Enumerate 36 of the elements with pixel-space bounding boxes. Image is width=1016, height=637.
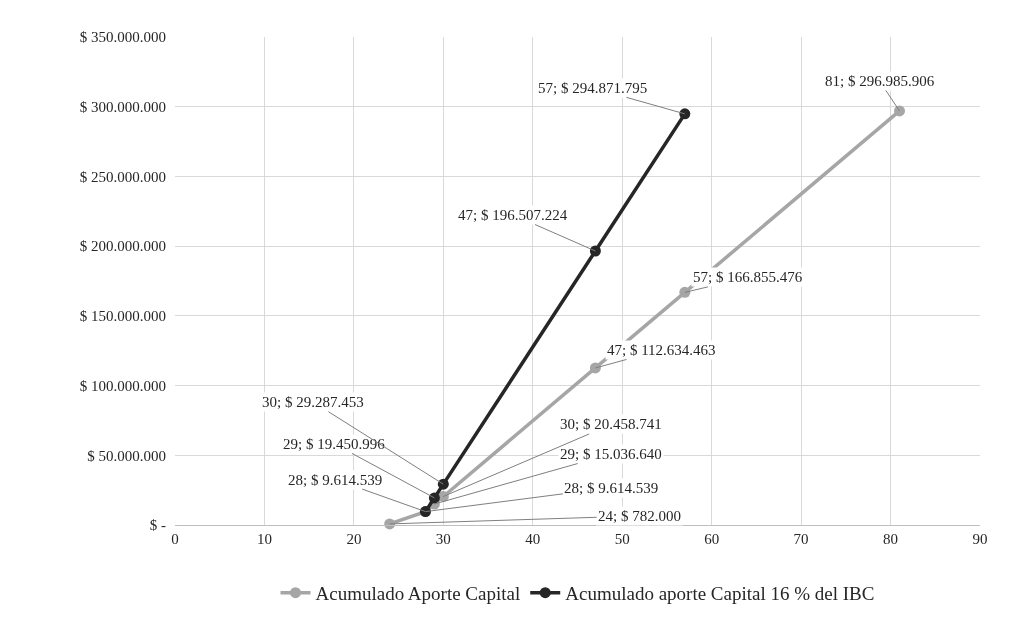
x-tick-label: 10 — [256, 531, 272, 547]
point — [437, 478, 449, 490]
x-tick-label: 20 — [346, 531, 362, 547]
y-tick-label: $ 200.000.000 — [79, 238, 166, 255]
data-label: 29; $ 15.036.640 — [560, 446, 662, 462]
data-label: 28; $ 9.614.539 — [564, 480, 659, 496]
x-tick-label: 70 — [793, 531, 809, 547]
legend-label: Acumulado aporte Capital 16 % del IBC — [565, 583, 875, 605]
x-tick-label: 50 — [614, 531, 630, 547]
data-label: 30; $ 20.458.741 — [560, 416, 662, 432]
y-tick-label: $ 150.000.000 — [79, 308, 166, 325]
data-label: 47; $ 112.634.463 — [607, 342, 716, 358]
y-tick-label: $ 350.000.000 — [79, 29, 166, 46]
data-label: 47; $ 196.507.224 — [458, 207, 568, 223]
data-label: 30; $ 29.287.453 — [262, 394, 364, 410]
point — [679, 286, 691, 298]
y-tick-label: $ 300.000.000 — [79, 98, 166, 115]
data-label: 57; $ 166.855.476 — [693, 269, 803, 285]
y-tick-label: $ - — [149, 517, 166, 534]
y-tick-label: $ 50.000.000 — [87, 447, 166, 464]
point — [679, 108, 691, 120]
y-tick-label: $ 100.000.000 — [79, 377, 166, 394]
data-label: 28; $ 9.614.539 — [288, 472, 383, 488]
data-label: 29; $ 19.450.996 — [283, 436, 386, 452]
data-label: 57; $ 294.871.795 — [538, 80, 648, 96]
x-tick-label: 40 — [525, 531, 541, 547]
y-tick-label: $ 250.000.000 — [79, 168, 166, 185]
data-label: 24; $ 782.000 — [598, 508, 681, 524]
x-tick-label: 30 — [435, 531, 451, 547]
x-tick-label: 0 — [171, 531, 179, 547]
legend-label: Acumulado Aporte Capital — [315, 583, 521, 605]
x-tick-label: 80 — [883, 531, 899, 547]
point — [589, 362, 601, 374]
data-label: 81; $ 296.985.906 — [825, 73, 935, 89]
x-tick-label: 90 — [972, 531, 988, 547]
x-tick-label: 60 — [704, 531, 720, 547]
